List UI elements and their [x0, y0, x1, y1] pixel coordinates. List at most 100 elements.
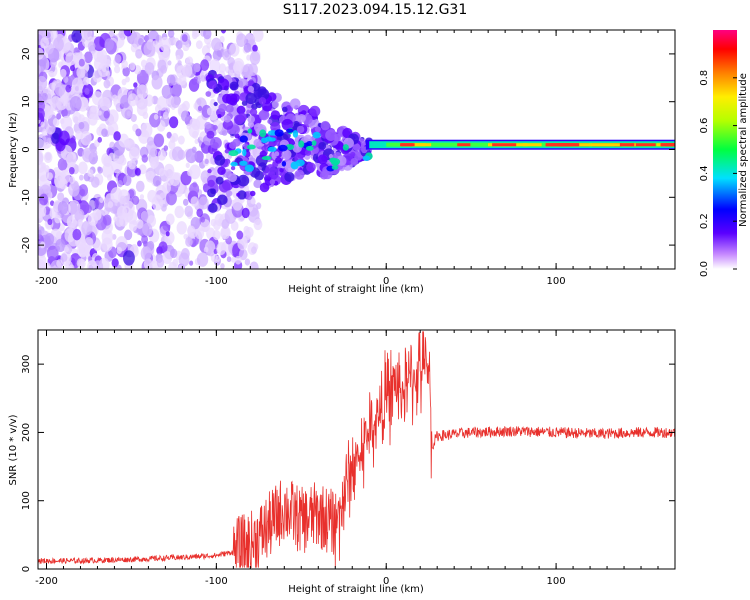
heatmap-blob [43, 151, 53, 164]
heatmap-blob [279, 167, 284, 173]
heatmap-blob [167, 30, 175, 38]
heatmap-blob [177, 135, 185, 145]
heatmap-blob [222, 48, 232, 61]
heatmap-blob [90, 176, 100, 188]
stable-band-peak [570, 143, 591, 147]
colorbar-axis: 0.0 0.2 0.4 0.6 0.8 [699, 70, 737, 277]
heatmap-blob [267, 92, 277, 102]
heatmap-blob [44, 141, 50, 149]
heatmap-blob [97, 166, 103, 174]
heatmap-blob [209, 99, 217, 109]
heatmap-blob [311, 140, 317, 146]
heatmap-blob [71, 30, 82, 43]
heatmap-blob [207, 203, 218, 213]
heatmap-blob [185, 236, 193, 247]
heatmap-blob [151, 195, 164, 211]
heatmap-blob [56, 113, 62, 120]
heatmap-blob [257, 88, 270, 101]
heatmap-blob [85, 204, 92, 214]
heatmap-blob [203, 30, 212, 40]
heatmap-blob [190, 196, 199, 207]
top-y-tick-label: 20 [21, 48, 32, 61]
heatmap-blob [237, 236, 248, 251]
colorbar-tick-label: 0.4 [699, 165, 710, 181]
heatmap-blob [57, 192, 65, 202]
heatmap-blob [239, 160, 248, 166]
heatmap-blob [218, 63, 227, 73]
heatmap-blob [224, 148, 230, 154]
bottom-axes: -200 -100 0 100 0 100 200 300 [21, 330, 676, 587]
heatmap-blob [149, 155, 160, 169]
heatmap-blob [185, 148, 197, 164]
heatmap-blob [104, 38, 115, 51]
stable-band-peak [492, 143, 517, 147]
heatmap-blob [247, 85, 255, 93]
heatmap-blob [145, 172, 150, 178]
heatmap-blob [186, 123, 192, 130]
heatmap-blob [241, 207, 250, 219]
heatmap-blob [225, 190, 233, 197]
heatmap-blob [94, 211, 102, 221]
heatmap-blob [74, 208, 85, 222]
heatmap-blob [118, 133, 130, 148]
heatmap-blob [218, 218, 223, 224]
heatmap-blob [78, 121, 85, 130]
stable-band-peak [660, 143, 675, 147]
heatmap-blob [38, 166, 50, 182]
heatmap-blob [52, 37, 64, 52]
heatmap-blob [293, 120, 300, 128]
heatmap-blob [285, 143, 295, 150]
heatmap-blob [50, 96, 62, 112]
heatmap-blob [102, 214, 112, 226]
snr-series-line [38, 331, 675, 568]
heatmap-blob [84, 87, 90, 95]
heatmap-blob [143, 41, 156, 58]
heatmap-blob [216, 242, 227, 256]
heatmap-blob [177, 60, 182, 66]
heatmap-blob [247, 128, 253, 134]
heatmap-blob [159, 54, 164, 61]
heatmap-blob [168, 116, 179, 129]
top-y-tick-label: -20 [21, 237, 32, 253]
heatmap-blob [195, 40, 203, 50]
colorbar-tick-label: 0.8 [699, 70, 710, 86]
heatmap-blob [182, 198, 189, 206]
heatmap-blob [191, 118, 201, 131]
heatmap-blob [196, 78, 201, 84]
heatmap-blob [165, 231, 170, 237]
heatmap-blob [68, 176, 76, 185]
top-y-tick-label: 10 [21, 95, 32, 108]
heatmap-blob [259, 182, 270, 193]
top-y-tick-label: 0 [21, 146, 32, 152]
heatmap-blob [206, 107, 214, 116]
heatmap-blob [135, 219, 144, 229]
heatmap-blob [128, 159, 136, 170]
heatmap-blob [304, 149, 312, 156]
heatmap-blob [133, 82, 138, 88]
heatmap-blob [232, 138, 241, 147]
heatmap-blob [42, 105, 54, 120]
heatmap-blob [80, 130, 92, 146]
heatmap-blob [174, 205, 185, 219]
heatmap-blob [140, 122, 153, 138]
heatmap-blob [38, 223, 42, 231]
heatmap-blob [38, 75, 48, 91]
heatmap-blob [207, 188, 216, 198]
heatmap-blob [314, 126, 321, 133]
heatmap-blob [205, 91, 212, 97]
heatmap-blob [153, 114, 159, 120]
heatmap-blob [68, 166, 75, 175]
heatmap-blob [192, 30, 201, 38]
heatmap-blob [135, 128, 142, 137]
heatmap-blob [189, 164, 201, 180]
heatmap-blob [228, 149, 239, 157]
heatmap-blob [318, 142, 327, 150]
heatmap-blob [97, 110, 102, 116]
heatmap-blob [180, 110, 190, 122]
heatmap-blob [243, 42, 252, 53]
heatmap-blob [44, 232, 55, 246]
heatmap-blob [296, 125, 305, 134]
heatmap-blob [140, 246, 152, 261]
heatmap-blob [65, 260, 73, 269]
heatmap-blob [121, 59, 128, 69]
